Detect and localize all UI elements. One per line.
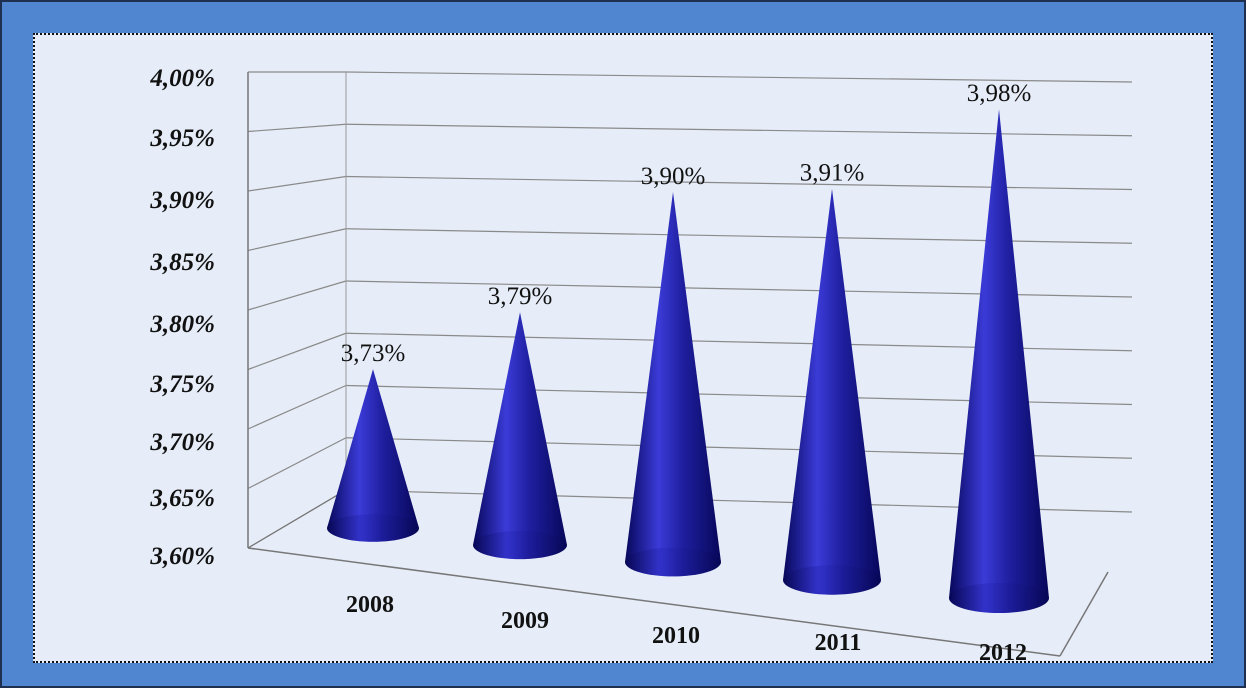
- y-tick-label: 3,85%: [149, 249, 215, 276]
- gridline-side: [247, 437, 347, 490]
- x-tick-label: 2010: [652, 623, 700, 649]
- gridline-side: [247, 123, 347, 133]
- gridline-back: [345, 71, 1133, 83]
- cone-base: [783, 565, 881, 595]
- gridline-side: [247, 384, 347, 430]
- floor-left-edge: [247, 489, 347, 549]
- cones: [327, 109, 1049, 613]
- data-labels: 3,73% 3,79% 3,90% 3,91% 3,98%: [341, 80, 1032, 367]
- cone-body: [625, 192, 721, 577]
- y-tick-label: 4,00%: [149, 65, 215, 92]
- gridline-side: [247, 175, 347, 192]
- axes: [247, 72, 1109, 657]
- cone-2010: [625, 192, 721, 577]
- data-label: 3,73%: [341, 340, 406, 367]
- y-tick-label: 3,90%: [149, 187, 215, 214]
- x-tick-label: 2008: [346, 592, 394, 618]
- cone-base: [625, 547, 721, 577]
- y-tick-label: 3,70%: [149, 429, 215, 456]
- cone-body: [949, 109, 1049, 613]
- gridline-side: [247, 332, 347, 371]
- floor-right-edge: [1059, 571, 1109, 657]
- x-tick-label: 2012: [979, 640, 1027, 666]
- gridline-side: [247, 228, 347, 252]
- cone-2008: [327, 369, 419, 542]
- y-tick-label: 3,60%: [149, 543, 215, 570]
- data-label: 3,91%: [800, 160, 865, 187]
- y-tick-label: 3,65%: [149, 485, 215, 512]
- x-tick-labels: 2008 2009 2010 2011 2012: [346, 592, 1027, 666]
- cone-body: [783, 188, 881, 595]
- gridline-back: [345, 175, 1133, 191]
- cone-base: [473, 530, 567, 560]
- cone-base: [949, 583, 1049, 613]
- cone-2011: [783, 188, 881, 595]
- y-tick-labels: 3,60% 3,65% 3,70% 3,75% 3,80% 3,85% 3,90% 3,95%…: [149, 65, 215, 570]
- data-label: 3,98%: [967, 80, 1032, 107]
- data-label: 3,90%: [641, 163, 706, 190]
- cone-2012: [949, 109, 1049, 613]
- cone-body: [327, 369, 419, 542]
- gridline-side: [247, 280, 347, 311]
- gridline-back: [345, 123, 1133, 137]
- x-tick-label: 2009: [501, 608, 549, 634]
- gridline-back: [345, 228, 1133, 244]
- cone-base: [327, 514, 419, 542]
- data-label: 3,79%: [488, 283, 553, 310]
- y-tick-label: 3,75%: [149, 371, 215, 398]
- cone-body: [473, 312, 567, 560]
- y-tick-label: 3,95%: [149, 125, 215, 152]
- x-tick-label: 2011: [815, 630, 862, 656]
- cone-2009: [473, 312, 567, 560]
- y-tick-label: 3,80%: [149, 311, 215, 338]
- x-axis-line: [247, 547, 1061, 657]
